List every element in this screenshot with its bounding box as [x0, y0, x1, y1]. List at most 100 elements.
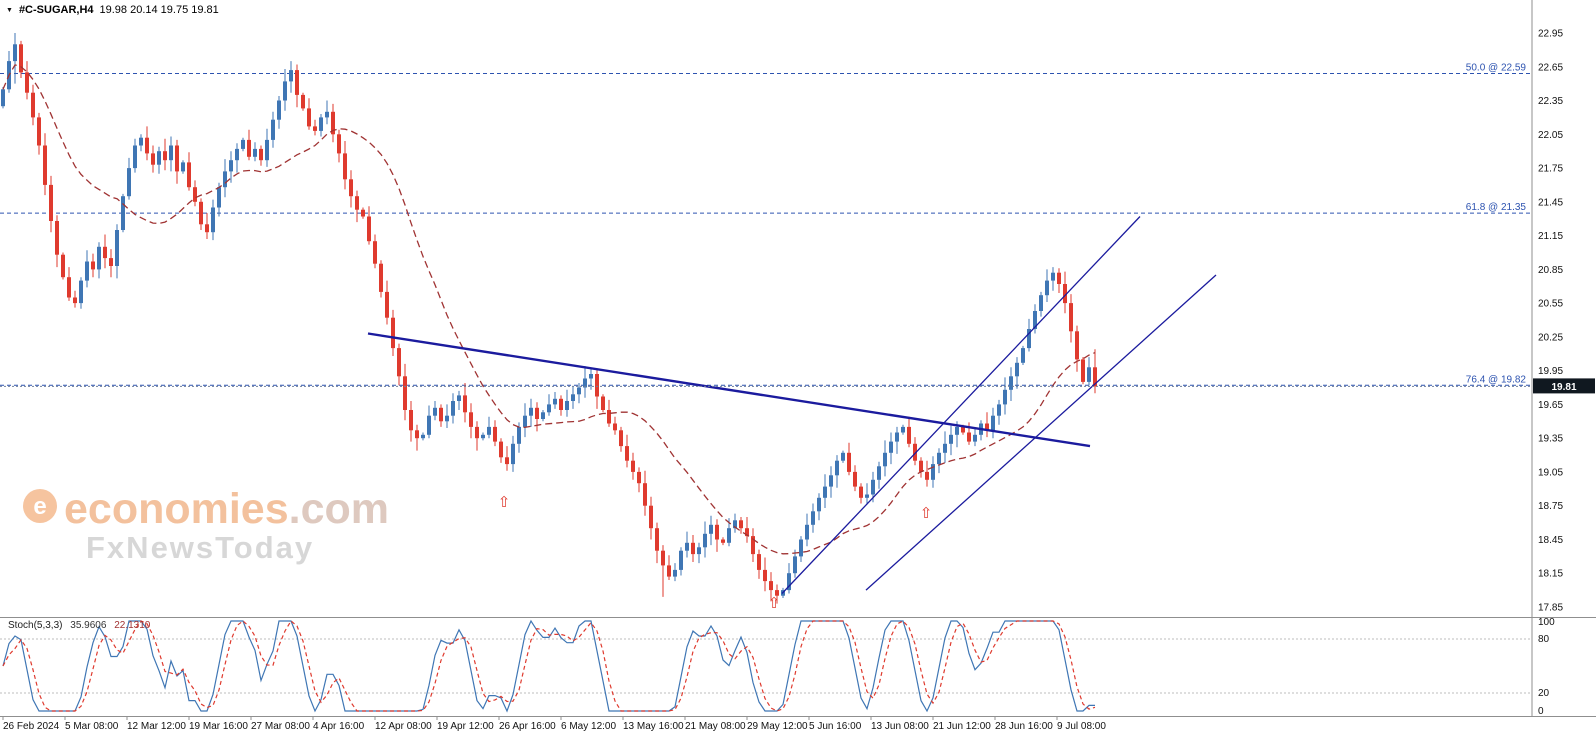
candle-body: [439, 407, 443, 422]
candle-body: [1087, 367, 1091, 382]
moving-average-line[interactable]: [2, 64, 1096, 555]
candle-body: [43, 145, 47, 185]
candle-body: [619, 430, 623, 447]
rising-channel-upper-line[interactable]: [781, 216, 1141, 594]
candle-body: [835, 460, 839, 476]
candle-body: [235, 148, 239, 161]
candle-body: [625, 446, 629, 461]
candle-body: [55, 221, 59, 255]
watermark-brand-suffix: .com: [289, 485, 389, 533]
candle-body: [553, 398, 557, 405]
candle-body: [289, 70, 293, 82]
stochastic-main-value: 35.9606: [70, 620, 107, 631]
candle-body: [13, 44, 17, 62]
candle-body: [943, 443, 947, 453]
signal-arrows[interactable]: ⇧ ⇧ ⇧: [498, 494, 933, 612]
candle-body: [31, 92, 35, 118]
time-tick-label: 13 Jun 08:00: [871, 721, 929, 732]
candle-body: [565, 401, 569, 410]
price-tick-label: 17.85: [1538, 603, 1563, 614]
candle-body: [589, 374, 593, 379]
candle-body: [955, 426, 959, 435]
candle-body: [517, 426, 521, 444]
candle-body: [451, 401, 455, 416]
candle-body: [97, 246, 101, 270]
candle-body: [79, 280, 83, 304]
trendlines[interactable]: [367, 216, 1217, 594]
up-arrow-icon[interactable]: ⇧: [768, 595, 781, 612]
candle-body: [793, 556, 797, 574]
candle-body: [631, 460, 635, 472]
candle-body: [277, 100, 281, 120]
candle-body: [523, 415, 527, 427]
candle-body: [487, 426, 491, 435]
time-tick-label: 26 Feb 2024: [3, 721, 60, 732]
candle-body: [1093, 367, 1097, 387]
candle-body: [469, 412, 473, 427]
candle-body: [535, 407, 539, 419]
candle-body: [829, 475, 833, 487]
time-tick-label: 29 May 12:00: [747, 721, 808, 732]
candle-body: [655, 528, 659, 551]
time-tick-label: 19 Mar 16:00: [189, 721, 248, 732]
candle-body: [337, 134, 341, 154]
candle-body: [67, 277, 71, 298]
time-tick-label: 6 May 12:00: [561, 721, 616, 732]
price-tick-label: 18.75: [1538, 501, 1563, 512]
rising-channel-lower-line[interactable]: [865, 274, 1217, 591]
candle-body: [295, 70, 299, 95]
candle-body: [1063, 284, 1067, 304]
candle-body: [241, 139, 245, 149]
fib-label: 61.8 @ 21.35: [1466, 202, 1527, 213]
window-menu-icon[interactable]: ▼: [6, 6, 13, 14]
price-tick-label: 22.35: [1538, 96, 1563, 107]
watermark-logo-letter: e: [33, 493, 46, 520]
price-tick-label: 18.45: [1538, 535, 1563, 546]
candle-body: [355, 196, 359, 210]
candle-body: [253, 148, 257, 157]
candle-body: [1039, 295, 1043, 311]
up-arrow-icon[interactable]: ⇧: [498, 494, 511, 511]
candle-body: [205, 224, 209, 233]
candle-body: [1033, 311, 1037, 329]
stochastic-panel[interactable]: 100 80 20 0: [0, 617, 1555, 717]
time-tick-label: 19 Apr 12:00: [437, 721, 494, 732]
candle-body: [637, 471, 641, 484]
candle-body: [745, 528, 749, 537]
ma-path[interactable]: [2, 64, 1096, 555]
fibonacci-levels[interactable]: 50.0 @ 22.59 61.8 @ 21.35 76.4 @ 19.82: [0, 63, 1532, 386]
candle-body: [1021, 348, 1025, 363]
candle-body: [481, 434, 485, 439]
downtrend-resistance-line[interactable]: [367, 332, 1091, 448]
candle-body: [895, 432, 899, 442]
candle-body: [397, 348, 401, 377]
candle-body: [811, 511, 815, 525]
candle-body: [367, 216, 371, 242]
ohlc-values: 19.98 20.14 19.75 19.81: [99, 4, 219, 16]
up-arrow-icon[interactable]: ⇧: [920, 505, 933, 522]
time-tick-label: 21 Jun 12:00: [933, 721, 991, 732]
candle-body: [925, 471, 929, 480]
candle-body: [691, 542, 695, 555]
candle-body: [1069, 303, 1073, 332]
candle-body: [475, 426, 479, 439]
candle-body: [409, 410, 413, 431]
candle-body: [379, 263, 383, 292]
candle-body: [223, 171, 227, 188]
candle-body: [661, 550, 665, 566]
watermark-brand: economies.com: [64, 485, 389, 533]
stoch-level-label: 80: [1538, 634, 1550, 645]
candlestick-series[interactable]: [1, 33, 1097, 604]
candle-body: [805, 524, 809, 540]
candle-body: [181, 162, 185, 172]
candle-body: [547, 404, 551, 413]
candle-body: [319, 117, 323, 131]
candle-body: [85, 261, 89, 281]
price-tick-label: 20.55: [1538, 299, 1563, 310]
candle-body: [49, 184, 53, 221]
candle-body: [961, 426, 965, 433]
candle-body: [493, 426, 497, 442]
watermark-logo-icon: [23, 489, 57, 523]
